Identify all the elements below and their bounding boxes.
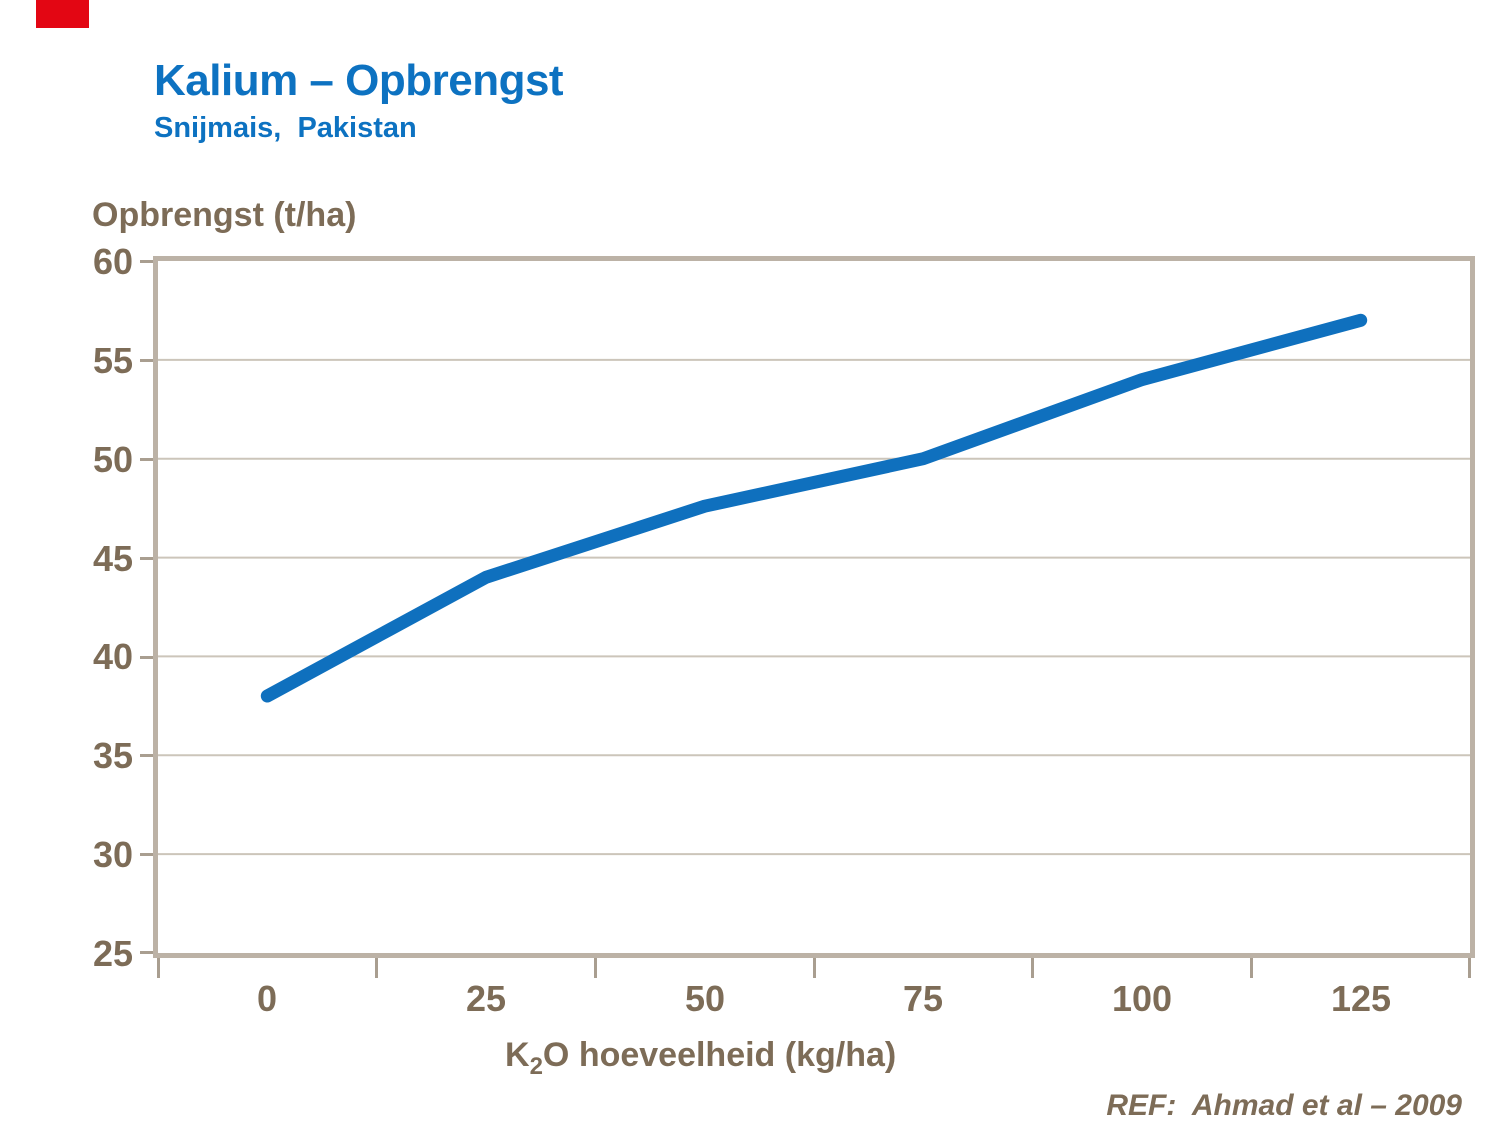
y-tick: [140, 656, 153, 659]
y-tick-label: 40: [92, 636, 133, 677]
slide-title: Kalium – Opbrengst: [154, 56, 564, 105]
x-axis-title-base: K: [505, 1036, 530, 1074]
x-tick: [1031, 958, 1034, 978]
y-tick-label: 60: [92, 241, 133, 282]
x-axis-title-subscript: 2: [529, 1052, 543, 1080]
y-tick-label: 50: [92, 439, 133, 480]
y-tick-label: 25: [92, 933, 133, 974]
x-tick-label: 50: [684, 978, 726, 1019]
red-corner-flag: [36, 0, 89, 28]
plot-area: [153, 256, 1475, 958]
data-line-opbrengst: [260, 313, 1368, 703]
x-tick-label: 75: [902, 978, 944, 1019]
slide-subtitle: Snijmais, Pakistan: [154, 112, 417, 144]
x-tick: [157, 958, 160, 978]
y-tick: [140, 458, 153, 461]
reference-text: REF: Ahmad et al – 2009: [1106, 1089, 1462, 1122]
x-axis-title-rest: O hoeveelheid (kg/ha): [542, 1036, 897, 1074]
x-tick-label: 100: [1111, 978, 1173, 1019]
x-tick-label: 25: [465, 978, 507, 1019]
x-tick-label: 125: [1330, 978, 1392, 1019]
x-tick: [1468, 958, 1471, 978]
y-tick: [140, 754, 153, 757]
x-tick: [594, 958, 597, 978]
x-tick-label: 0: [256, 978, 278, 1019]
x-axis-title: K2O hoeveelheid (kg/ha): [505, 1036, 896, 1081]
x-tick: [813, 958, 816, 978]
y-tick: [140, 260, 153, 263]
y-tick-label: 30: [92, 834, 133, 875]
y-tick-label: 45: [92, 538, 133, 579]
x-tick: [375, 958, 378, 978]
y-tick-label: 55: [92, 340, 133, 381]
y-tick: [140, 951, 153, 954]
y-tick-label: 35: [92, 735, 133, 776]
x-tick: [1250, 958, 1253, 978]
y-tick: [140, 359, 153, 362]
line-chart-svg: [158, 313, 1470, 856]
y-tick: [140, 853, 153, 856]
y-tick: [140, 557, 153, 560]
y-axis-title: Opbrengst (t/ha): [92, 196, 357, 234]
